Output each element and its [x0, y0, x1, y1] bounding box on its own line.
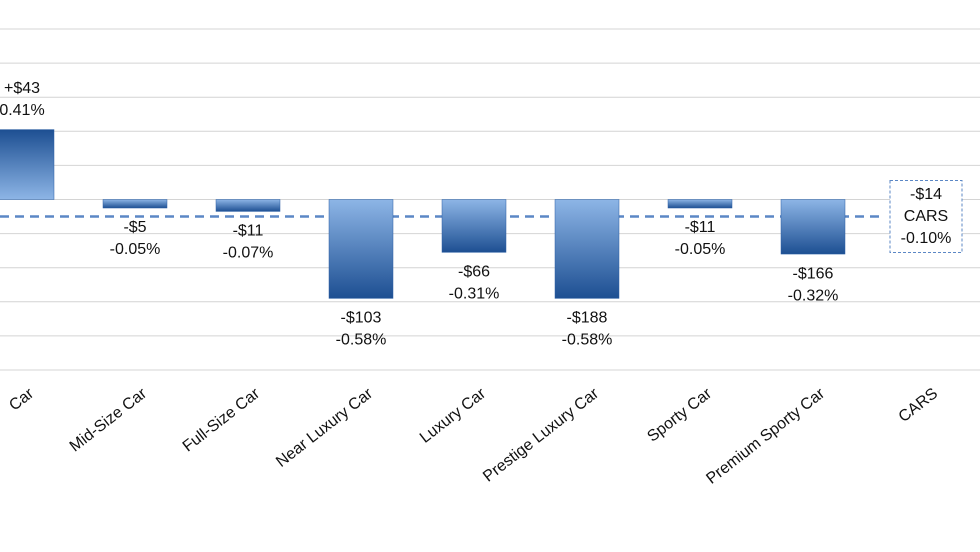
x-tick-label: Prestige Luxury Car [480, 385, 602, 486]
dollar-label: -$14 [910, 186, 942, 203]
dollar-label: -$11 [685, 219, 716, 236]
bar [554, 199, 620, 299]
reference-box [889, 180, 963, 254]
value-label: 0.41% [0, 102, 45, 119]
x-tick-label: Car [6, 385, 37, 415]
x-tick-label: CARS [896, 385, 942, 426]
bar [328, 199, 394, 299]
x-tick-label: Sporty Car [644, 385, 715, 446]
dollar-label: -$103 [341, 310, 382, 327]
bar [0, 129, 55, 200]
x-tick-label: Luxury Car [417, 385, 490, 447]
x-tick-label: Premium Sporty Car [703, 385, 828, 488]
bar [780, 199, 846, 255]
bar [441, 199, 507, 253]
value-label: -0.31% [449, 286, 500, 303]
dollar-label: -$5 [123, 219, 146, 236]
value-label: -0.07% [223, 245, 274, 262]
value-label: -0.58% [336, 332, 387, 349]
dollar-label: -$188 [567, 310, 608, 327]
value-label: -0.10% [901, 230, 952, 247]
bar [215, 199, 281, 212]
value-label: -0.58% [562, 332, 613, 349]
value-label: -0.05% [110, 241, 161, 258]
value-label: -0.05% [675, 241, 726, 258]
dollar-label: -$66 [458, 264, 490, 281]
reference-label: CARS [904, 208, 948, 225]
x-tick-label: Mid-Size Car [67, 385, 151, 456]
value-label: -0.32% [788, 287, 839, 304]
x-tick-label: Near Luxury Car [273, 385, 376, 471]
x-tick-label: Full-Size Car [180, 385, 264, 456]
bar [667, 199, 733, 209]
dollar-label: -$166 [793, 265, 834, 282]
dollar-label: +$43 [4, 80, 40, 97]
bar [102, 199, 168, 209]
dollar-label: -$11 [233, 223, 264, 240]
